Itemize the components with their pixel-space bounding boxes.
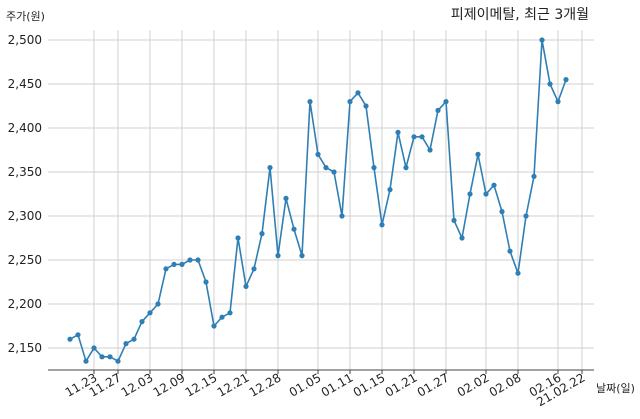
x-tick-label: 12.21 <box>215 370 252 399</box>
data-point <box>419 134 425 140</box>
data-point <box>403 165 409 171</box>
y-tick-label: 2,300 <box>8 209 42 223</box>
data-point <box>259 231 265 237</box>
data-point <box>235 235 241 241</box>
data-point <box>451 217 457 223</box>
data-point <box>475 151 481 157</box>
data-point <box>163 266 169 272</box>
x-tick-label: 12.03 <box>119 370 156 399</box>
grid-lines <box>48 30 594 370</box>
axes <box>48 369 594 374</box>
data-point <box>379 222 385 228</box>
data-point <box>563 77 569 83</box>
data-point <box>147 310 153 316</box>
data-point <box>459 235 465 241</box>
data-point <box>499 209 505 215</box>
data-point <box>427 147 433 153</box>
data-point <box>371 165 377 171</box>
data-point <box>483 191 489 197</box>
y-tick-label: 2,200 <box>8 297 42 311</box>
data-point <box>99 354 105 360</box>
data-point <box>363 103 369 109</box>
data-point <box>179 261 185 267</box>
data-point <box>139 319 145 325</box>
data-point <box>227 310 233 316</box>
data-point <box>387 187 393 193</box>
data-point <box>115 358 121 364</box>
data-point <box>355 90 361 96</box>
y-tick-label: 2,250 <box>8 253 42 267</box>
y-tick-label: 2,150 <box>8 341 42 355</box>
data-point <box>219 314 225 320</box>
data-point <box>435 107 441 113</box>
x-tick-label: 01.05 <box>287 370 324 399</box>
x-tick-label: 12.28 <box>247 370 284 399</box>
x-tick-label: 02.02 <box>455 370 492 399</box>
data-point <box>555 99 561 105</box>
data-point <box>443 99 449 105</box>
data-point <box>539 37 545 43</box>
x-tick-label: 01.11 <box>319 370 356 399</box>
data-point <box>291 226 297 232</box>
data-point <box>315 151 321 157</box>
data-point <box>347 99 353 105</box>
x-tick-label: 12.15 <box>183 370 220 399</box>
price-series <box>67 37 569 364</box>
data-point <box>547 81 553 87</box>
data-point <box>523 213 529 219</box>
data-point <box>171 261 177 267</box>
data-point <box>75 332 81 338</box>
x-tick-label: 01.21 <box>383 370 420 399</box>
x-tick-label: 12.09 <box>151 370 188 399</box>
data-point <box>267 165 273 171</box>
data-point <box>467 191 473 197</box>
x-tick-label: 02.08 <box>487 370 524 399</box>
data-point <box>187 257 193 263</box>
x-axis-label: 날짜(일) <box>596 381 635 395</box>
data-point <box>411 134 417 140</box>
data-point <box>515 270 521 276</box>
data-point <box>491 182 497 188</box>
data-point <box>107 354 113 360</box>
data-point <box>323 165 329 171</box>
data-point <box>275 253 281 259</box>
y-tick-label: 2,500 <box>8 33 42 47</box>
y-axis-label: 주가(원) <box>6 10 45 23</box>
data-point <box>211 323 217 329</box>
data-point <box>123 341 129 347</box>
data-point <box>155 301 161 307</box>
data-point <box>131 336 137 342</box>
data-point <box>507 248 513 254</box>
data-point <box>67 336 73 342</box>
data-point <box>283 195 289 201</box>
data-point <box>203 279 209 285</box>
y-tick-label: 2,400 <box>8 121 42 135</box>
data-point <box>299 253 305 259</box>
data-point <box>307 99 313 105</box>
y-axis-ticks: 2,150 2,200 2,250 2,300 2,350 2,400 2,450 2,500 <box>8 33 42 355</box>
data-point <box>195 257 201 263</box>
data-point <box>251 266 257 272</box>
data-point <box>339 213 345 219</box>
y-tick-label: 2,450 <box>8 77 42 91</box>
data-point <box>91 345 97 351</box>
y-tick-label: 2,350 <box>8 165 42 179</box>
chart-title: 피제이메탈, 최근 3개월 <box>451 7 589 23</box>
x-tick-label: 01.27 <box>415 370 452 399</box>
data-point <box>395 129 401 135</box>
data-point <box>331 169 337 175</box>
x-tick-label: 01.15 <box>351 370 388 399</box>
data-point <box>243 283 249 289</box>
data-point <box>83 358 89 364</box>
data-point <box>531 173 537 179</box>
